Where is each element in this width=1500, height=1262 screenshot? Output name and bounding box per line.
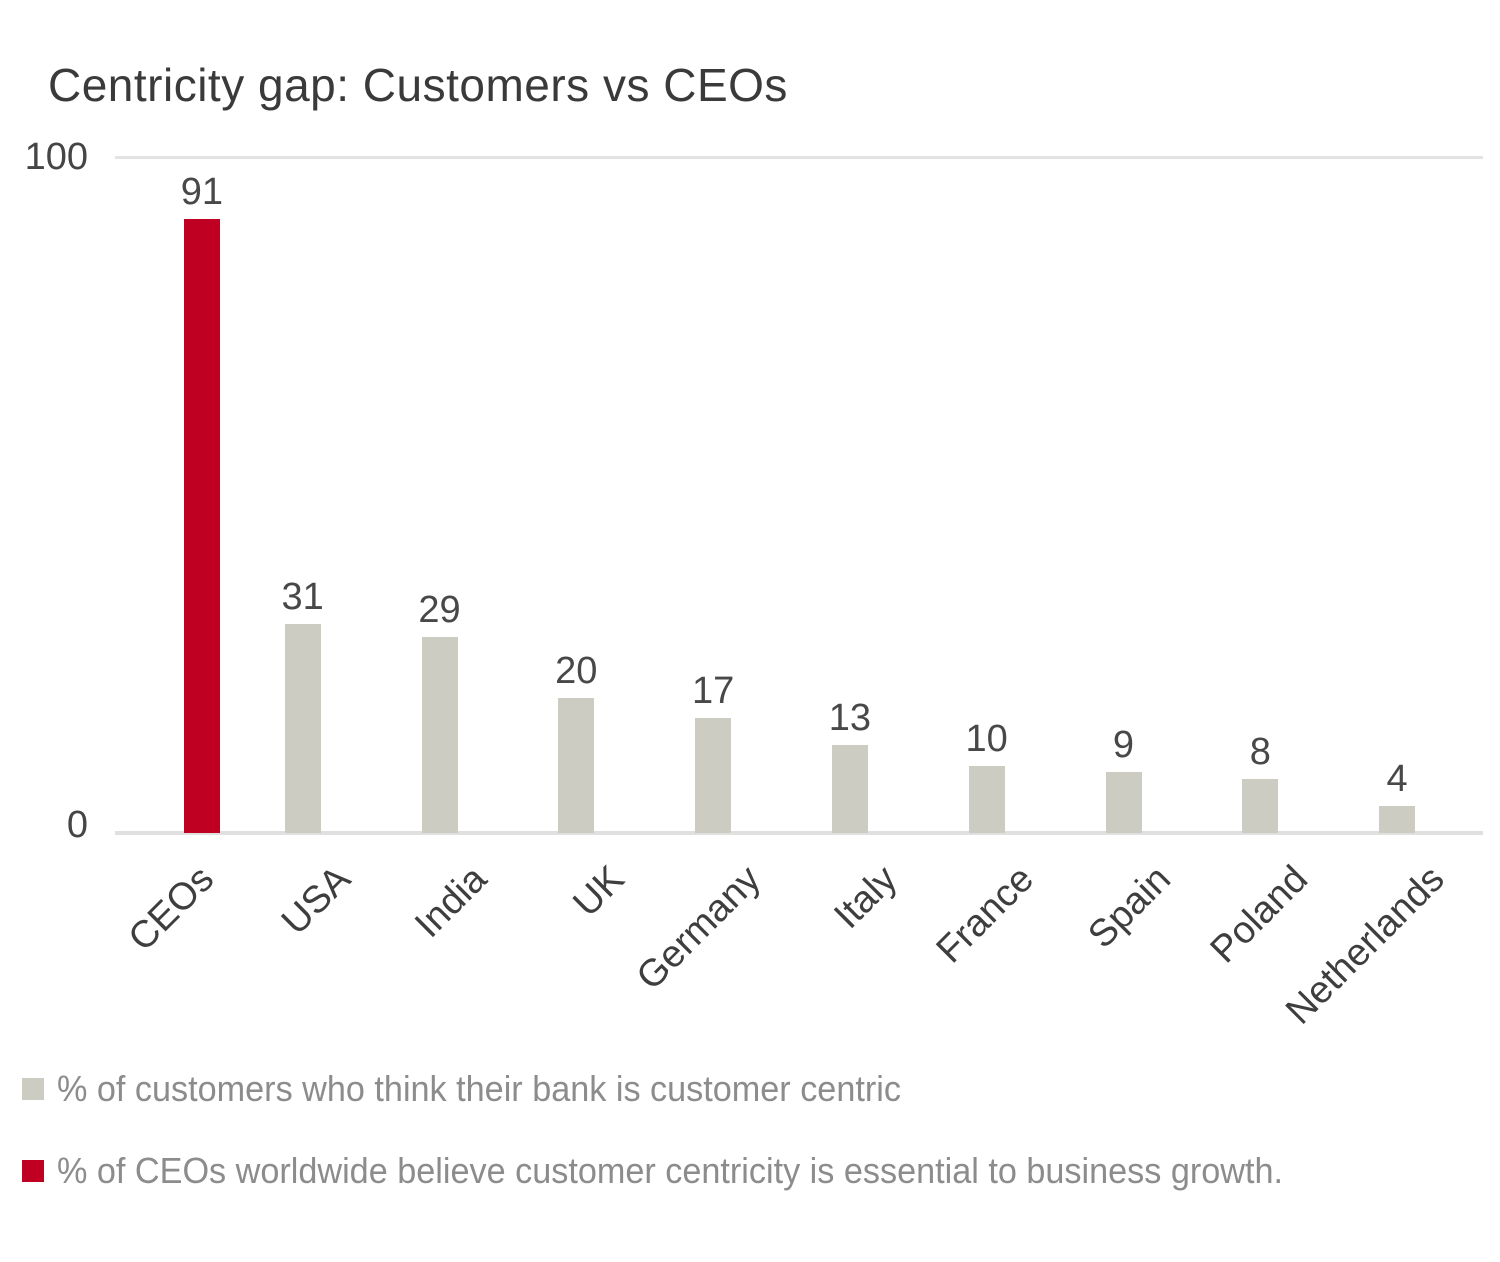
bar-value-label-ceos: 91 <box>180 170 224 213</box>
bar-value-label-netherlands: 4 <box>1386 758 1408 800</box>
bar-value-label-india: 29 <box>418 589 461 632</box>
bar-value-label-spain: 9 <box>1112 724 1135 767</box>
bar-value-label-poland: 8 <box>1249 731 1271 773</box>
x-axis-label-italy: Italy <box>826 858 906 937</box>
x-axis-baseline <box>115 831 1483 835</box>
bar-italy <box>831 745 868 833</box>
chart-title: Centricity gap: Customers vs CEOs <box>48 59 788 111</box>
bar-ceos <box>183 218 220 833</box>
y-axis-tick-100: 100 <box>24 136 88 178</box>
x-axis-label-usa: USA <box>273 858 359 943</box>
legend-item-customers: % of customers who think their bank is c… <box>22 1067 945 1111</box>
legend-label-customers: % of customers who think their bank is c… <box>57 1068 901 1109</box>
bar-spain <box>1105 772 1142 833</box>
bar-india <box>421 637 458 833</box>
bar-value-label-france: 10 <box>965 717 1008 760</box>
legend-item-ceos: % of CEOs worldwide believe customer cen… <box>22 1149 1348 1193</box>
legend-marker-customers-icon <box>22 1078 44 1100</box>
bar-usa <box>284 623 321 833</box>
bar-poland <box>1242 779 1279 833</box>
x-axis-label-uk: UK <box>564 858 632 926</box>
bar-uk <box>558 698 595 833</box>
x-axis-label-germany: Germany <box>628 858 769 999</box>
bar-netherlands <box>1379 806 1416 833</box>
x-axis-label-india: India <box>407 858 496 946</box>
x-axis-label-france: France <box>929 858 1043 972</box>
bar-value-label-usa: 31 <box>281 575 324 618</box>
legend-label-ceos: % of CEOs worldwide believe customer cen… <box>57 1150 1284 1191</box>
bar-value-label-italy: 13 <box>828 697 872 740</box>
x-axis-label-spain: Spain <box>1080 858 1180 957</box>
bar-value-label-uk: 20 <box>555 650 598 692</box>
bar-germany <box>695 718 732 833</box>
legend-marker-ceos-icon <box>22 1160 44 1182</box>
y-axis-tick-0: 0 <box>66 804 88 846</box>
bar-france <box>968 765 1005 833</box>
bar-value-label-germany: 17 <box>691 670 735 713</box>
gridline-top <box>115 156 1483 159</box>
x-axis-label-poland: Poland <box>1202 858 1316 972</box>
x-axis-label-ceos: CEOs <box>120 858 222 960</box>
